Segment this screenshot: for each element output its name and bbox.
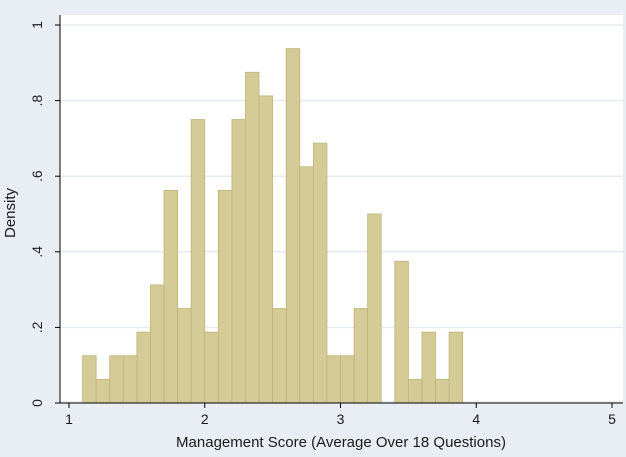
histogram-bar (367, 213, 382, 404)
histogram-bar (82, 355, 97, 404)
x-axis-title: Management Score (Average Over 18 Questi… (176, 434, 506, 451)
histogram-bar (95, 378, 111, 404)
histogram-bar (435, 378, 450, 404)
histogram-bar (190, 119, 206, 404)
y-tick-label: .6 (29, 170, 45, 182)
y-tick-label: .2 (29, 321, 45, 333)
histogram-bar (217, 189, 233, 404)
histogram-bar (448, 331, 464, 404)
histogram-bar (136, 331, 151, 404)
histogram-bar (394, 260, 409, 404)
x-tick-label: 1 (65, 411, 73, 427)
x-tick-label: 2 (201, 411, 209, 427)
histogram-bar (272, 308, 287, 404)
x-tick-label: 4 (472, 411, 480, 427)
histogram-bar (163, 189, 178, 404)
histogram-bar (326, 355, 341, 404)
y-tick-label: .4 (29, 246, 45, 258)
histogram-bar (340, 355, 355, 404)
histogram-bar (421, 331, 436, 404)
histogram-bar (122, 355, 138, 404)
histogram-bar (177, 308, 192, 404)
y-tick-label: 0 (29, 399, 45, 407)
histogram-bar (204, 331, 219, 404)
histogram-bar (353, 308, 369, 404)
histogram-bar (109, 355, 124, 404)
histogram-bar (150, 284, 165, 404)
histogram-bar (245, 71, 260, 404)
histogram-bar (285, 48, 301, 404)
histogram-bar (258, 95, 274, 404)
y-tick-label: .8 (29, 95, 45, 107)
histogram-bar (299, 166, 314, 404)
histogram-bar (312, 142, 328, 404)
histogram-bar (231, 119, 246, 404)
y-tick-label: 1 (29, 21, 45, 29)
histogram-bar (407, 378, 423, 404)
y-axis-title: Density (2, 187, 19, 238)
x-tick-label: 3 (337, 411, 345, 427)
axes: 1 2 3 4 5 0 .2 .4 .6 .8 1 (29, 15, 623, 427)
x-tick-label: 5 (608, 411, 616, 427)
